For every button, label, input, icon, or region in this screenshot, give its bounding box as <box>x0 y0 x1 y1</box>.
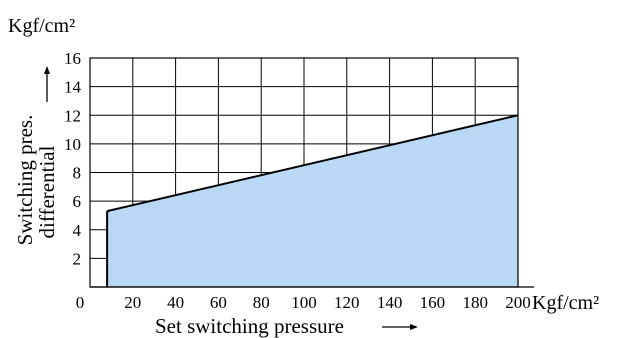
y-unit-label: Kgf/cm² <box>8 15 75 37</box>
x-axis-title: Set switching pressure <box>155 314 344 338</box>
area-fill <box>107 115 519 287</box>
y-tick-label: 8 <box>73 164 82 183</box>
x-tick-label: 120 <box>334 293 360 312</box>
x-tick-label: 160 <box>420 293 446 312</box>
x-tick-label: 80 <box>253 293 270 312</box>
x-tick-label: 200 <box>505 293 531 312</box>
y-tick-labels: 2 4 6 8 10 12 14 16 <box>64 49 82 268</box>
y-tick-label: 14 <box>64 78 82 97</box>
x-tick-label: 0 <box>76 293 85 312</box>
plot-frame <box>89 57 534 288</box>
data-area <box>106 114 519 287</box>
x-tick-label: 100 <box>291 293 317 312</box>
series-line <box>106 114 519 213</box>
x-tick-label: 180 <box>462 293 488 312</box>
y-tick-label: 10 <box>64 135 81 154</box>
x-unit-label: Kgf/cm² <box>532 292 599 314</box>
y-tick-label: 12 <box>64 106 81 125</box>
y-tick-label: 4 <box>73 221 82 240</box>
y-axis-title-line-2: differential <box>35 145 59 238</box>
y-tick-label: 16 <box>64 49 81 68</box>
x-tick-label: 40 <box>167 293 184 312</box>
x-tick-label: 20 <box>124 293 141 312</box>
y-axis-arrow <box>44 66 50 102</box>
x-tick-label: 60 <box>210 293 227 312</box>
x-axis-arrow <box>382 324 418 330</box>
y-tick-label: 2 <box>73 249 82 268</box>
x-tick-label: 140 <box>377 293 403 312</box>
y-axis-title-line-1: Switching pres. <box>13 115 37 246</box>
x-tick-labels: 0 20 40 60 80 100 120 140 160 180 200 <box>76 293 531 312</box>
y-axis-title: Switching pres. differential <box>13 115 59 246</box>
y-tick-label: 6 <box>73 192 82 211</box>
